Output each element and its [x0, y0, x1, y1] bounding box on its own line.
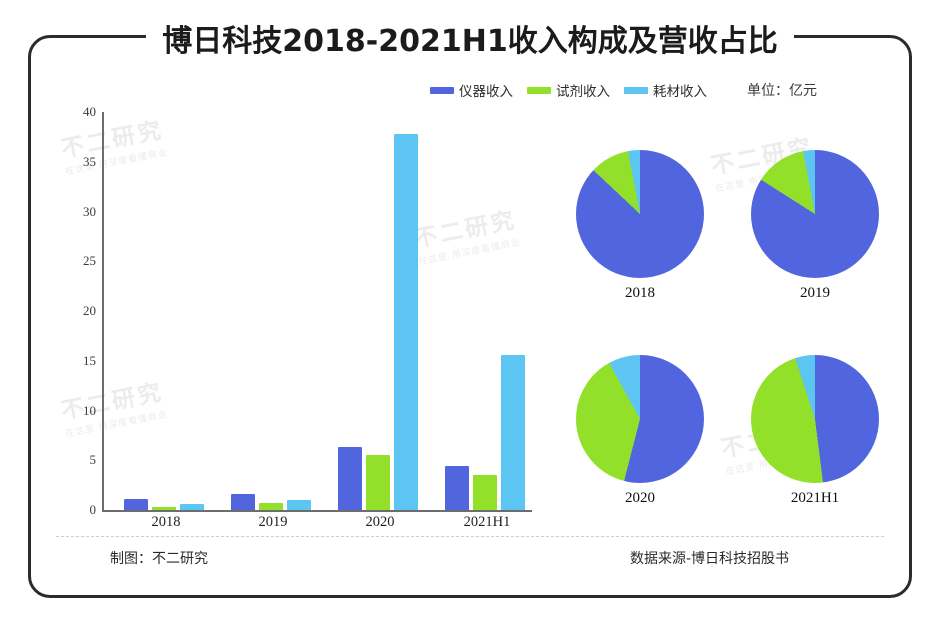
- y-axis-tick-label: 10: [83, 402, 96, 418]
- footer-credit: 制图：不二研究: [110, 551, 208, 567]
- bar-2021H1-仪器收入[interactable]: [445, 466, 469, 510]
- y-axis-tick-label: 0: [89, 502, 97, 517]
- y-axis-tick-label: 20: [83, 303, 96, 318]
- legend-label: 试剂收入: [556, 84, 610, 100]
- footer-divider: [56, 536, 884, 537]
- bar-2021H1-耗材收入[interactable]: [501, 354, 525, 510]
- bar-2021H1-试剂收入[interactable]: [473, 475, 497, 510]
- bar-group: [338, 133, 418, 510]
- x-axis-tick-label: 2019: [258, 514, 288, 530]
- y-axis-ticks: 0 5 10 15 20 25 30 35 40: [40, 100, 97, 517]
- y-axis-tick-label: 5: [89, 452, 97, 468]
- y-axis-tick-label: 30: [83, 203, 96, 219]
- bar-2019-试剂收入[interactable]: [259, 502, 283, 510]
- y-axis-tick-label: 35: [83, 153, 96, 169]
- pie-cell-2021H1: 2021H1: [735, 355, 895, 507]
- bar-2020-试剂收入[interactable]: [366, 455, 390, 510]
- y-axis-tick-label: 40: [83, 104, 96, 119]
- bar-group: [231, 494, 311, 510]
- pie-chart-2019[interactable]: [751, 150, 879, 278]
- bar-group: [445, 354, 525, 510]
- bar-2018-耗材收入[interactable]: [180, 504, 204, 510]
- pie-chart-2018[interactable]: [576, 150, 704, 278]
- unit-label: 单位：亿元: [747, 83, 817, 99]
- bar-2020-耗材收入[interactable]: [394, 133, 418, 510]
- x-axis-line: [102, 510, 532, 512]
- x-axis-tick-label: 2020: [365, 514, 395, 530]
- legend-swatch-icon: [624, 86, 648, 94]
- pie-chart-2020[interactable]: [576, 355, 704, 483]
- bar-2019-仪器收入[interactable]: [231, 494, 255, 510]
- pie-label: 2020: [625, 490, 655, 506]
- legend-item[interactable]: 耗材收入: [624, 80, 707, 100]
- pie-cell-2018: 2018: [560, 150, 720, 302]
- bar-plot-area: [104, 112, 530, 510]
- pie-cell-2020: 2020: [560, 355, 720, 507]
- x-axis-tick-label: 2021H1: [463, 514, 511, 530]
- bar-2018-仪器收入[interactable]: [124, 499, 148, 510]
- pie-cell-2019: 2019: [735, 150, 895, 302]
- chart-legend: 仪器收入 试剂收入 耗材收入 单位：亿元: [430, 80, 817, 100]
- bar-2019-耗材收入[interactable]: [287, 500, 311, 510]
- chart-frame: [28, 35, 912, 598]
- pie-chart-grid: 2018 2019 2020 2021H1: [560, 150, 910, 540]
- legend-swatch-icon: [527, 86, 551, 94]
- bar-group: [124, 499, 204, 510]
- y-axis-tick-label: 15: [83, 352, 96, 368]
- footer-source: 数据来源-博日科技招股书: [630, 551, 790, 567]
- legend-item[interactable]: 试剂收入: [527, 80, 610, 100]
- legend-label: 仪器收入: [459, 84, 513, 100]
- pie-chart-2021H1[interactable]: [751, 355, 879, 483]
- legend-swatch-icon: [430, 86, 454, 94]
- bar-2018-试剂收入[interactable]: [152, 507, 176, 510]
- y-axis-tick-label: 25: [83, 253, 96, 269]
- pie-label: 2019: [800, 285, 830, 301]
- legend-label: 耗材收入: [653, 84, 707, 100]
- bar-2020-仪器收入[interactable]: [338, 447, 362, 510]
- pie-label: 2018: [625, 285, 655, 301]
- pie-label: 2021H1: [790, 490, 840, 506]
- y-axis-line: [102, 112, 104, 510]
- bar-chart: 0 5 10 15 20 25 30 35 40 2018 2019 2020 2021H1: [40, 100, 532, 530]
- x-axis-tick-label: 2018: [151, 514, 181, 530]
- legend-item[interactable]: 仪器收入: [430, 80, 513, 100]
